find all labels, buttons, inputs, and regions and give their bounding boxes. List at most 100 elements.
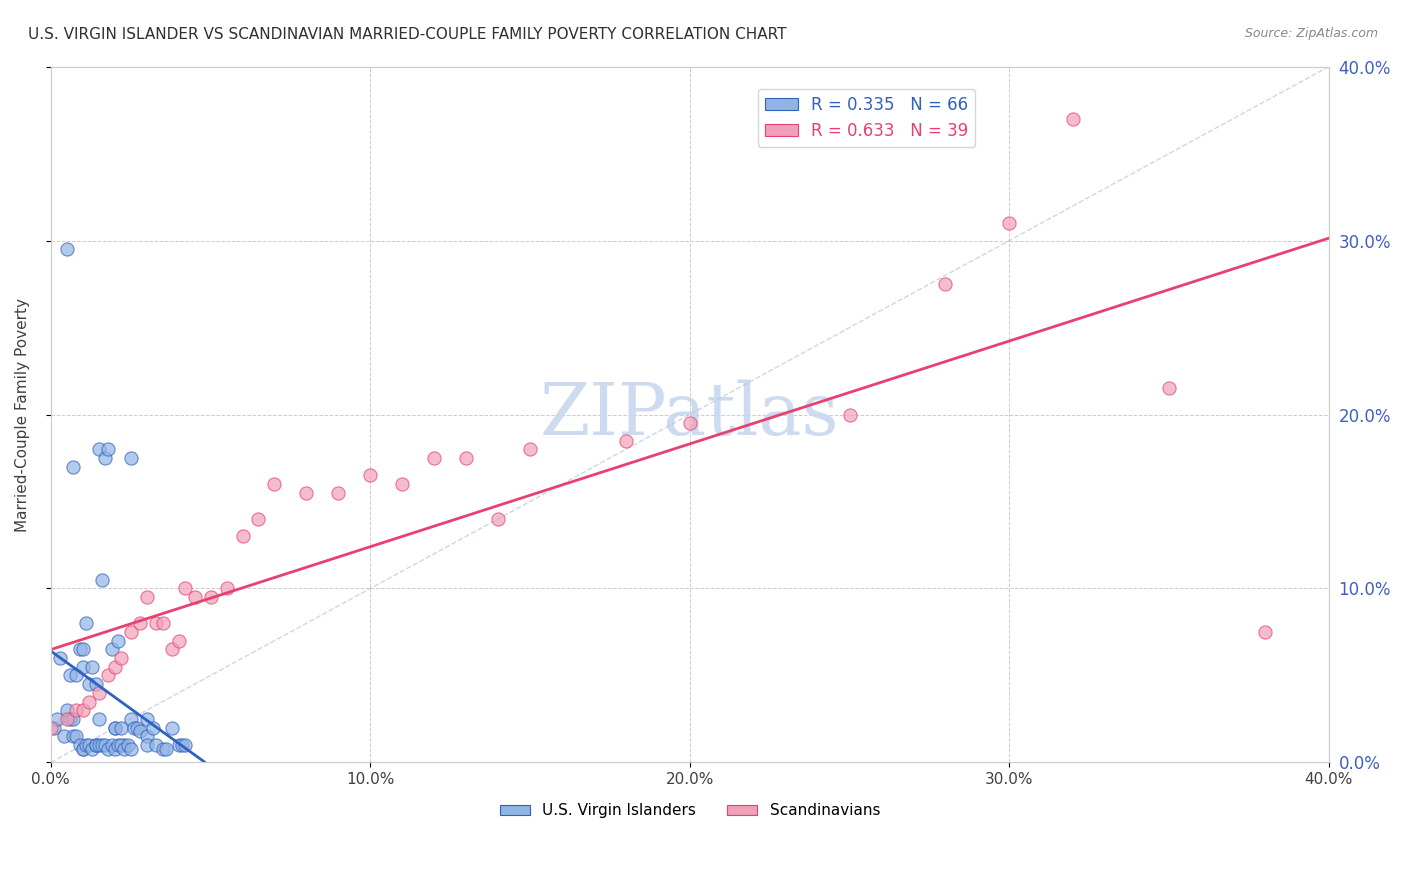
Point xyxy=(1062,112,1084,126)
Point xyxy=(142,721,165,735)
Point xyxy=(84,677,107,691)
Point xyxy=(183,590,205,604)
Point xyxy=(614,434,637,448)
Point xyxy=(152,616,174,631)
Point xyxy=(247,512,270,526)
Point xyxy=(135,729,157,743)
Point xyxy=(75,738,97,752)
Point xyxy=(56,242,79,256)
Point xyxy=(112,738,135,752)
Point xyxy=(107,738,129,752)
Point xyxy=(72,741,94,756)
Point xyxy=(359,468,381,483)
Point xyxy=(423,450,446,465)
Point xyxy=(120,450,142,465)
Point xyxy=(77,738,100,752)
Point xyxy=(94,450,117,465)
Text: ZIPatlas: ZIPatlas xyxy=(540,379,839,450)
Point xyxy=(200,590,222,604)
Point xyxy=(91,738,114,752)
Point xyxy=(104,659,127,673)
Point xyxy=(120,624,142,639)
Point xyxy=(135,590,157,604)
Point xyxy=(167,738,190,752)
Point xyxy=(62,459,84,474)
Point xyxy=(62,729,84,743)
Point xyxy=(456,450,478,465)
Point xyxy=(104,741,127,756)
Point xyxy=(65,703,87,717)
Point xyxy=(72,642,94,657)
Point xyxy=(110,651,132,665)
Point xyxy=(100,642,122,657)
Point xyxy=(998,216,1021,230)
Point xyxy=(155,741,177,756)
Point xyxy=(934,277,956,291)
Point xyxy=(49,651,72,665)
Point xyxy=(69,738,91,752)
Point xyxy=(1157,381,1180,395)
Point xyxy=(42,721,65,735)
Point xyxy=(519,442,541,457)
Point xyxy=(295,485,318,500)
Point xyxy=(39,721,62,735)
Point xyxy=(112,741,135,756)
Point xyxy=(129,616,152,631)
Point xyxy=(97,442,120,457)
Point xyxy=(167,633,190,648)
Point xyxy=(97,668,120,682)
Point xyxy=(122,721,145,735)
Point xyxy=(117,738,139,752)
Point xyxy=(145,616,167,631)
Point xyxy=(162,721,184,735)
Y-axis label: Married-Couple Family Poverty: Married-Couple Family Poverty xyxy=(15,298,30,532)
Point xyxy=(162,642,184,657)
Point xyxy=(486,512,509,526)
Point xyxy=(62,712,84,726)
Point xyxy=(391,477,413,491)
Point xyxy=(263,477,285,491)
Point xyxy=(72,741,94,756)
Point xyxy=(77,677,100,691)
Point xyxy=(679,416,702,430)
Point xyxy=(56,712,79,726)
Point xyxy=(127,721,149,735)
Point xyxy=(215,582,238,596)
Point xyxy=(174,738,197,752)
Point xyxy=(104,721,127,735)
Point xyxy=(110,738,132,752)
Point xyxy=(69,642,91,657)
Point xyxy=(107,633,129,648)
Point xyxy=(59,712,82,726)
Point xyxy=(87,738,110,752)
Point xyxy=(52,729,75,743)
Point xyxy=(170,738,193,752)
Point xyxy=(97,741,120,756)
Point xyxy=(87,686,110,700)
Legend: U.S. Virgin Islanders, Scandinavians: U.S. Virgin Islanders, Scandinavians xyxy=(494,797,886,824)
Point xyxy=(129,724,152,739)
Point xyxy=(94,738,117,752)
Point xyxy=(84,738,107,752)
Point xyxy=(65,668,87,682)
Point xyxy=(328,485,350,500)
Point xyxy=(46,712,69,726)
Point xyxy=(84,738,107,752)
Point xyxy=(87,712,110,726)
Point xyxy=(100,738,122,752)
Point xyxy=(135,738,157,752)
Point xyxy=(82,659,104,673)
Point xyxy=(1254,624,1277,639)
Point xyxy=(91,573,114,587)
Point xyxy=(77,694,100,708)
Point xyxy=(72,659,94,673)
Point xyxy=(82,741,104,756)
Point xyxy=(120,712,142,726)
Point xyxy=(152,741,174,756)
Point xyxy=(72,703,94,717)
Point xyxy=(231,529,253,543)
Point xyxy=(87,442,110,457)
Point xyxy=(59,668,82,682)
Text: Source: ZipAtlas.com: Source: ZipAtlas.com xyxy=(1244,27,1378,40)
Point xyxy=(75,616,97,631)
